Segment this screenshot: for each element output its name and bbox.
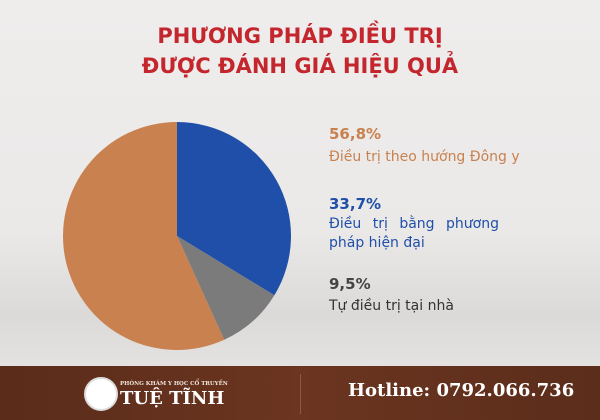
footer-banner: PHÒNG KHÁM Y HỌC CỔ TRUYỀN TUỆ TĨNH Hotl… <box>0 366 600 420</box>
legend-label-tai-nha: Tự điều trị tại nhà <box>329 298 454 314</box>
clinic-name: TUỆ TĨNH <box>120 388 225 409</box>
clinic-logo-icon <box>84 377 118 411</box>
chart-title-line-1: PHƯƠNG PHÁP ĐIỀU TRỊ <box>157 24 443 48</box>
pie-slice-2 <box>62 122 225 351</box>
legend-value-hien-dai: 33,7% <box>329 195 382 213</box>
divider <box>300 374 301 414</box>
legend-label-dong-y: Điều trị theo hướng Đông y <box>329 149 520 165</box>
hotline: Hotline: 0792.066.736 <box>348 380 575 401</box>
pie-slice-1 <box>177 236 275 340</box>
chart-title-line-2: ĐƯỢC ĐÁNH GIÁ HIỆU QUẢ <box>141 54 459 78</box>
pie-slice-0 <box>177 122 291 296</box>
clinic-subtitle: PHÒNG KHÁM Y HỌC CỔ TRUYỀN <box>120 381 228 387</box>
legend-value-tai-nha: 9,5% <box>329 275 371 293</box>
legend-label-hien-dai: Điều trị bằng phương pháp hiện đại <box>329 216 499 251</box>
legend-value-dong-y: 56,8% <box>329 125 382 143</box>
